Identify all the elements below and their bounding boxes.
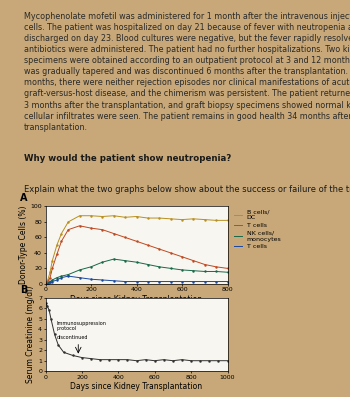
Text: Mycophenolate mofetil was administered for 1 month after the intravenous injecti: Mycophenolate mofetil was administered f…	[24, 12, 350, 132]
Y-axis label: Serum Creatinine (mg/dl): Serum Creatinine (mg/dl)	[26, 286, 35, 383]
Text: discontinued: discontinued	[56, 335, 88, 340]
X-axis label: Days since Kidney Transplantation: Days since Kidney Transplantation	[70, 382, 203, 391]
Text: A: A	[20, 193, 28, 203]
Text: Why would the patient show neutropenia?: Why would the patient show neutropenia?	[24, 154, 231, 163]
Text: Immunosuppression
protocol: Immunosuppression protocol	[56, 320, 106, 331]
Y-axis label: Donor-Type Cells (%): Donor-Type Cells (%)	[19, 206, 28, 284]
Legend: B cells/
DC, T cells, NK cells/
monocytes, T cells: B cells/ DC, T cells, NK cells/ monocyte…	[234, 210, 281, 249]
Text: Explain what the two graphs below show about the success or failure of the trans: Explain what the two graphs below show a…	[24, 185, 350, 194]
Text: B: B	[20, 285, 27, 295]
X-axis label: Days since Kidney Transplantation: Days since Kidney Transplantation	[70, 295, 203, 304]
